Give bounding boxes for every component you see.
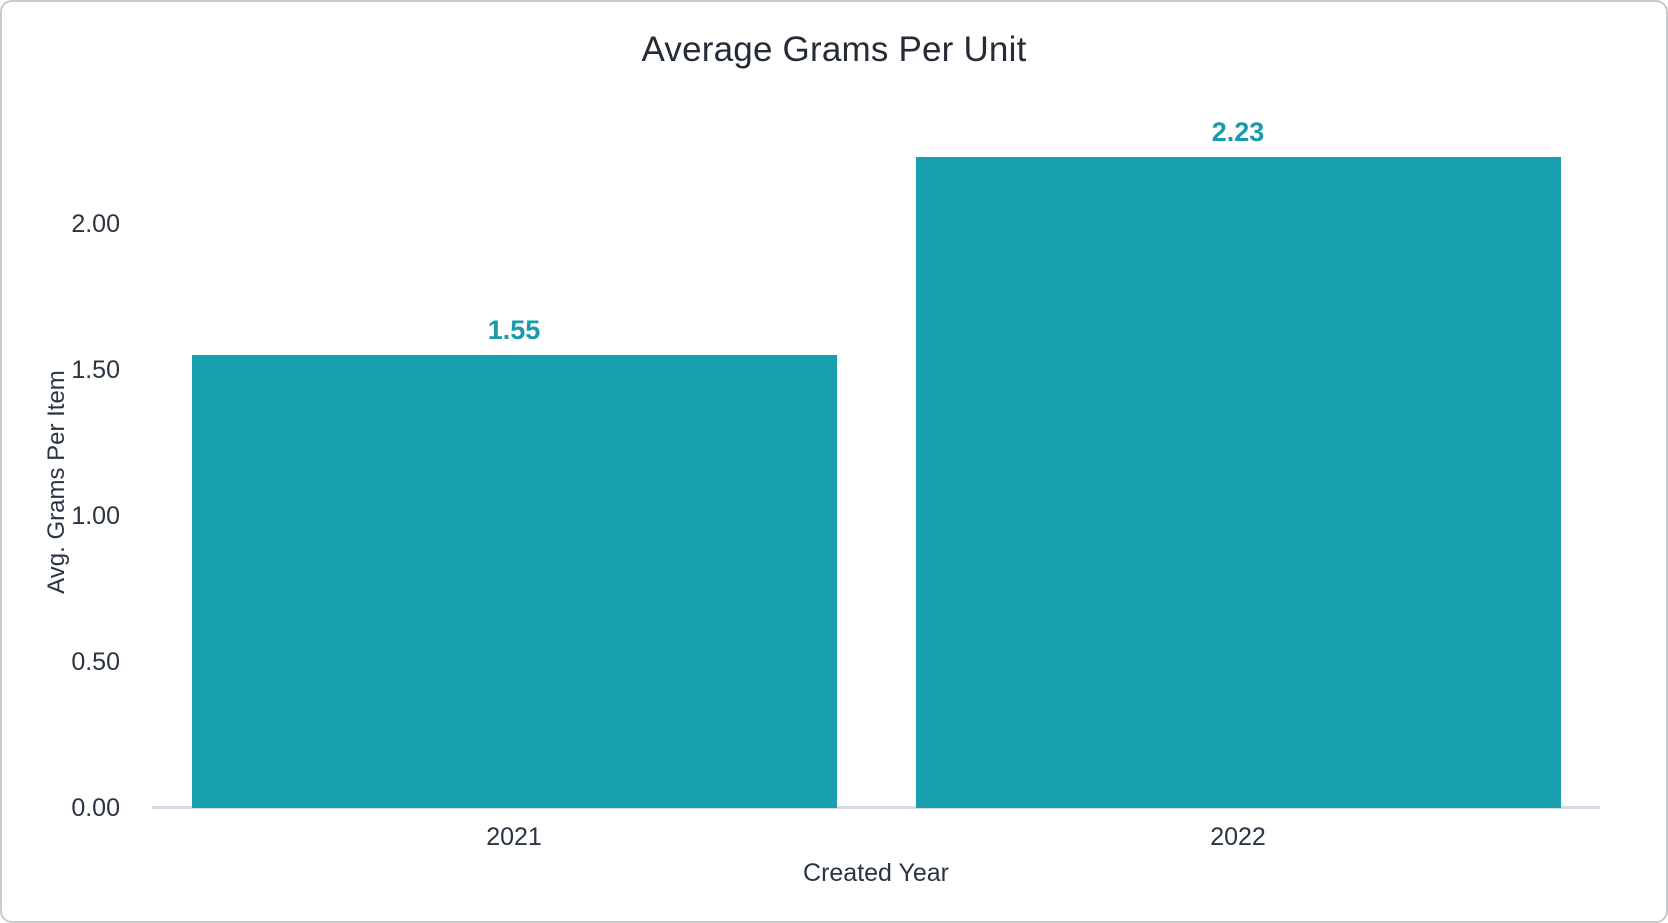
y-tick-label: 1.50 bbox=[71, 356, 120, 384]
bar-2022[interactable] bbox=[916, 157, 1561, 808]
y-tick-label: 2.00 bbox=[71, 210, 120, 238]
y-tick-label: 0.50 bbox=[71, 648, 120, 676]
bar-value-label: 1.55 bbox=[487, 315, 541, 345]
x-tick-label: 2021 bbox=[486, 823, 542, 851]
y-tick-label: 0.00 bbox=[71, 794, 120, 822]
y-axis-title: Avg. Grams Per Item bbox=[43, 370, 70, 594]
x-tick-label: 2022 bbox=[1210, 823, 1266, 851]
chart-title: Average Grams Per Unit bbox=[641, 30, 1027, 69]
bar-2021[interactable] bbox=[192, 355, 837, 808]
x-axis-title: Created Year bbox=[803, 859, 949, 887]
y-tick-label: 1.00 bbox=[71, 502, 120, 530]
bar-value-label: 2.23 bbox=[1211, 117, 1265, 147]
x-axis-line bbox=[152, 806, 1600, 809]
